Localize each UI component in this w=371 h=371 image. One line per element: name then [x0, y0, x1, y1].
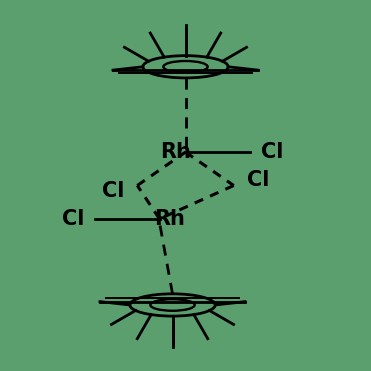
Text: Rh: Rh	[154, 209, 186, 229]
Text: Rh: Rh	[160, 142, 191, 162]
Text: Cl: Cl	[102, 181, 124, 201]
Text: Cl: Cl	[247, 170, 269, 190]
Text: Cl: Cl	[62, 209, 84, 229]
Text: Cl: Cl	[261, 142, 283, 162]
